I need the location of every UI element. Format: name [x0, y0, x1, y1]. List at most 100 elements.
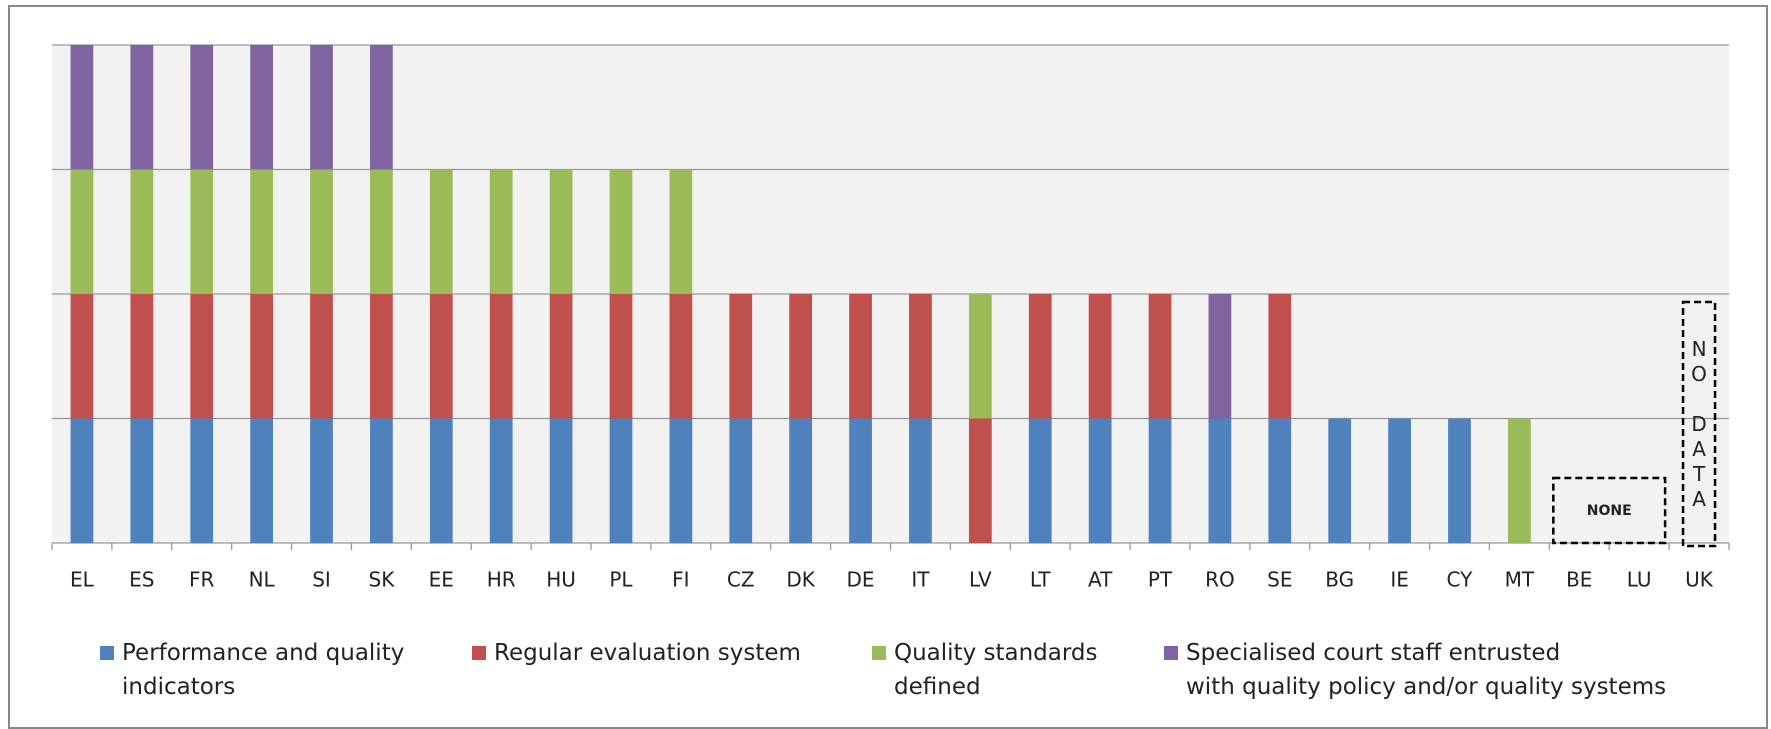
bar-segment — [849, 418, 872, 543]
legend-item: Performance and quality indicators — [100, 636, 404, 704]
bar-segment — [70, 45, 94, 170]
bar-segment — [1088, 294, 1112, 419]
bar-segment — [70, 294, 94, 419]
bar-segment — [190, 45, 214, 170]
bar-segment — [1208, 418, 1232, 543]
x-tick-label: FI — [672, 568, 689, 592]
bar-segment — [1028, 294, 1052, 419]
x-tick-label: SI — [312, 568, 331, 592]
bar-segment — [190, 294, 214, 419]
x-tick-label: IE — [1390, 568, 1409, 592]
bar-segment — [729, 294, 753, 419]
bar-segment — [310, 45, 333, 170]
x-tick-label: CZ — [727, 568, 755, 592]
legend-item: Regular evaluation system — [472, 636, 801, 670]
x-tick-label: DK — [786, 568, 815, 592]
x-tick-label: LU — [1627, 568, 1652, 592]
bar-segment — [669, 169, 693, 294]
bar-segment — [968, 418, 992, 543]
x-tick-label: MT — [1505, 568, 1535, 592]
bar-segment — [1088, 418, 1112, 543]
x-tick-label: HR — [487, 568, 516, 592]
x-tick-label: UK — [1685, 568, 1714, 592]
bar-segment — [130, 45, 154, 170]
bar-segment — [429, 294, 453, 419]
bar-segment — [789, 418, 813, 543]
x-tick-label: PL — [609, 568, 633, 592]
bar-segment — [669, 418, 693, 543]
bar-segment — [250, 418, 274, 543]
bar-segment — [1448, 418, 1471, 543]
bar-segment — [1148, 294, 1172, 419]
legend-item: Quality standards defined — [872, 636, 1098, 704]
bar-segment — [250, 169, 274, 294]
bar-segment — [310, 418, 333, 543]
bar-segment — [370, 418, 393, 543]
bar-segment — [70, 418, 94, 543]
bar-segment — [130, 294, 154, 419]
annotation-box — [1681, 300, 1717, 548]
bar-segment — [609, 294, 633, 419]
x-tick-label: AT — [1088, 568, 1113, 592]
bar-segment — [609, 169, 633, 294]
legend-label: Quality standards defined — [894, 640, 1098, 700]
x-tick-label: IT — [911, 568, 930, 592]
bar-segment — [1208, 294, 1232, 419]
bar-segment — [1328, 418, 1352, 543]
bar-segment — [909, 294, 932, 419]
x-tick-label: EL — [70, 568, 95, 592]
annotation-box — [1552, 476, 1667, 545]
legend-swatch — [872, 646, 886, 660]
bar-segment — [250, 294, 274, 419]
x-tick-label: ES — [129, 568, 154, 592]
bar-segment — [909, 418, 932, 543]
bar-segment — [1268, 418, 1292, 543]
annotation: NO DATA — [1687, 336, 1712, 512]
x-tick-label: BE — [1566, 568, 1592, 592]
legend-swatch — [1164, 646, 1178, 660]
x-tick-label: NL — [249, 568, 276, 592]
legend-label: Regular evaluation system — [494, 640, 801, 666]
x-tick-label: LV — [969, 568, 992, 592]
bar-segment — [549, 169, 573, 294]
x-tick-label: CY — [1447, 568, 1474, 592]
x-tick-label: SE — [1267, 568, 1292, 592]
bar-segment — [70, 169, 94, 294]
bar-segment — [310, 294, 333, 419]
bar-segment — [549, 418, 573, 543]
bar-segment — [370, 169, 393, 294]
x-tick-label: DE — [847, 568, 875, 592]
legend-swatch — [472, 646, 486, 660]
legend-label: Performance and quality indicators — [122, 640, 405, 700]
bar-segment — [489, 418, 513, 543]
x-tick-label: HU — [546, 568, 576, 592]
bar-segment — [968, 294, 992, 419]
bar-segment — [429, 418, 453, 543]
bar-segment — [729, 418, 753, 543]
x-tick-label: BG — [1325, 568, 1354, 592]
bar-segment — [849, 294, 872, 419]
bar-segment — [609, 418, 633, 543]
bar-segment — [1028, 418, 1052, 543]
x-tick-label: LT — [1030, 568, 1051, 592]
bar-segment — [429, 169, 453, 294]
bar-segment — [789, 294, 813, 419]
bar-segment — [370, 294, 393, 419]
legend-swatch — [100, 646, 114, 660]
bar-segment — [250, 45, 274, 170]
bar-segment — [549, 294, 573, 419]
bar-segment — [370, 45, 393, 170]
bar-segment — [1388, 418, 1411, 543]
bar-segment — [1507, 418, 1531, 543]
x-tick-label: FR — [189, 568, 215, 592]
x-tick-label: PT — [1148, 568, 1173, 592]
x-tick-label: RO — [1205, 568, 1235, 592]
bar-segment — [190, 169, 214, 294]
x-tick-label: EE — [429, 568, 454, 592]
x-tick-label: SK — [369, 568, 396, 592]
bar-segment — [489, 169, 513, 294]
bar-segment — [1268, 294, 1292, 419]
bar-segment — [130, 418, 154, 543]
